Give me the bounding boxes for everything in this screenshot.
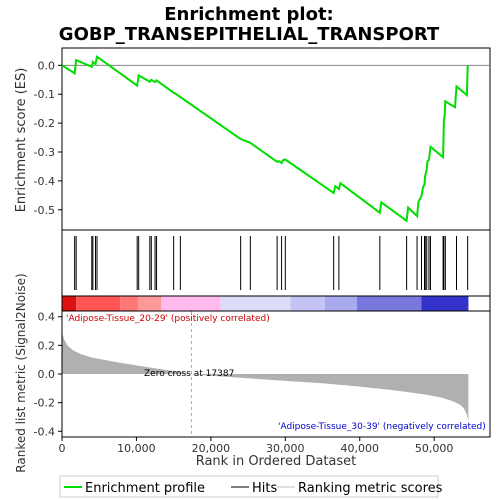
es-panel: 0.0 -0.1 -0.2 -0.3 -0.4 -0.5 Enrichment score… [14,47,491,231]
x-tick-label: 40,000 [340,442,379,455]
enrichment-profile-line [61,54,469,223]
rank-band-segment [137,296,161,311]
rank-band-segment [220,296,291,311]
rank-band-segment [120,296,138,311]
es-y-tick-label: -0.5 [34,204,55,217]
x-tick-label: 50,000 [415,442,454,455]
es-y-tick-label: -0.2 [34,117,55,130]
zero-cross-label: Zero cross at 17387 [144,369,234,379]
metric-y-tick-label: 0.2 [38,339,56,352]
positive-correlation-label: 'Adipose-Tissue_20-29' (positively corre… [66,314,270,324]
legend: Enrichment profile Hits Ranking metric s… [59,475,443,498]
rank-band-segment [324,296,357,311]
hit-lines [74,236,469,290]
rank-band-segment [290,296,325,311]
es-y-axis-label: Enrichment score (ES) [14,68,29,213]
es-y-tick-label: -0.1 [34,88,55,101]
negative-correlation-label: 'Adipose-Tissue_30-39' (negatively corre… [278,422,486,432]
rank-band-segment [421,296,469,311]
rank-color-band [61,295,491,312]
legend-label-ranking-metric: Ranking metric scores [298,481,443,496]
x-axis-label: Rank in Ordered Dataset [196,454,357,469]
metric-y-axis-label: Ranked list metric (Signal2Noise) [14,273,28,472]
x-axis-ticks: 0 10,000 20,000 30,000 40,000 50,000 [59,437,454,455]
es-y-ticks: 0.0 -0.1 -0.2 -0.3 -0.4 -0.5 [34,59,62,217]
x-tick-label: 0 [59,442,66,455]
legend-label-hits: Hits [252,481,277,496]
es-y-tick-label: -0.3 [34,146,55,159]
x-tick-label: 30,000 [266,442,305,455]
chart-title-line2: GOBP_TRANSEPITHELIAL_TRANSPORT [59,24,440,45]
metric-panel: 0.4 0.2 0.0 -0.2 -0.4 'Adipose-Tissue_20-29'… [14,273,491,473]
rank-band-segment [62,296,77,311]
rank-band-segment [160,296,221,311]
metric-y-ticks: 0.4 0.2 0.0 -0.2 -0.4 [34,311,62,438]
metric-y-tick-label: 0.4 [38,311,56,324]
es-y-tick-label: -0.4 [34,175,55,188]
x-tick-label: 10,000 [117,442,156,455]
ranking-metric-area [62,332,469,422]
hits-panel [61,229,491,297]
metric-y-tick-label: -0.4 [34,425,55,438]
es-y-tick-label: 0.0 [38,59,56,72]
metric-y-tick-label: -0.2 [34,397,55,410]
x-tick-label: 20,000 [192,442,231,455]
chart-title-line1: Enrichment plot: [164,4,334,25]
rank-band-segment [356,296,422,311]
metric-y-tick-label: 0.0 [38,368,56,381]
rank-band-segment [76,296,121,311]
legend-label-enrichment-profile: Enrichment profile [85,481,205,496]
